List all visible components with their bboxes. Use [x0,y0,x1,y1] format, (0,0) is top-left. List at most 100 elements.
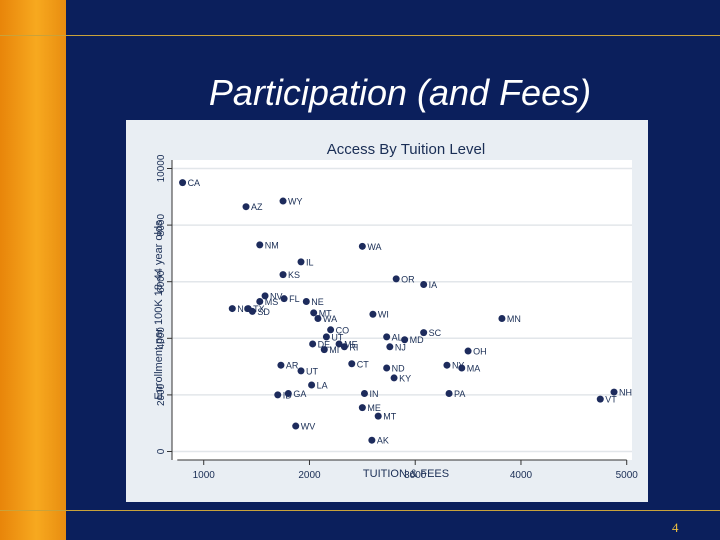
data-point-me [335,340,343,348]
data-point-me [358,404,366,412]
data-point-wv [292,422,300,430]
point-label: CA [188,178,201,188]
point-label: NC [237,304,250,314]
data-point-mi [320,346,328,354]
data-point-ga [284,389,292,397]
point-label: WV [301,422,316,432]
point-label: MS [265,297,279,307]
x-tick-label: 4000 [510,470,533,481]
data-point-md [401,336,409,344]
slide-title: Participation (and Fees) [208,72,592,113]
point-label: NM [265,240,279,250]
data-point-mn [498,314,506,322]
point-label: MA [467,364,481,374]
point-label: WA [367,242,381,252]
data-point-wi [369,310,377,318]
y-tick-label: 4000 [156,327,167,350]
point-label: NE [311,297,324,307]
point-label: NH [619,388,632,398]
data-point-ca [179,179,187,187]
accent-side-bar [0,0,66,540]
data-point-in [360,389,368,397]
y-tick-label: 8000 [156,214,167,237]
data-point-de [309,340,317,348]
point-label: SD [257,307,270,317]
point-label: WA [323,314,337,324]
data-point-wa [358,242,366,250]
data-point-oh [464,347,472,355]
scatter-chart: Access By Tuition Level TUITION & FEES E… [153,141,639,481]
point-label: MT [383,412,396,422]
data-point-ut [322,333,330,341]
data-point-mt [310,309,318,317]
point-label: VT [605,395,617,405]
data-point-nd [383,364,391,372]
data-point-vt [596,395,604,403]
point-label: WI [378,310,389,320]
point-label: MN [507,314,521,324]
data-point-ar [277,361,285,369]
point-label: UT [306,366,318,376]
data-point-al [383,333,391,341]
chart-panel: Access By Tuition Level TUITION & FEES E… [126,120,648,502]
point-label: UT [331,332,343,342]
point-label: IN [369,389,378,399]
point-label: FL [289,294,300,304]
point-label: AK [377,436,389,446]
point-label: IA [429,280,438,290]
data-point-or [392,275,400,283]
x-axis-label: TUITION & FEES [363,468,449,480]
y-tick-label: 2000 [156,383,167,406]
x-tick-label: 5000 [616,470,639,481]
data-point-ms [256,298,264,306]
point-label: MD [410,335,424,345]
point-label: MI [329,345,339,355]
point-label: OR [401,274,415,284]
point-label: OH [473,347,487,357]
point-label: CO [336,325,350,335]
data-point-wy [279,197,287,205]
point-label: AL [392,332,403,342]
point-label: IL [306,257,314,267]
point-label: NY [452,361,465,371]
point-label: KY [399,373,411,383]
data-point-id [274,391,282,399]
data-point-wa [314,314,322,322]
y-tick-label: 10000 [156,154,167,182]
point-label: GA [293,389,306,399]
y-tick-label: 0 [156,448,167,454]
point-label: ME [344,339,358,349]
point-label: AR [286,361,299,371]
data-point-il [297,258,305,266]
data-point-ri [340,343,348,351]
x-tick-label: 1000 [193,470,216,481]
data-point-nh [610,388,618,396]
point-label: LA [317,381,328,391]
data-point-ky [390,374,398,382]
data-point-mt [374,412,382,420]
data-point-co [327,326,335,334]
point-label: NJ [395,342,406,352]
data-point-ct [348,360,356,368]
x-tick-label: 2000 [298,470,321,481]
point-label: NV [270,291,283,301]
point-label: SC [429,328,442,338]
point-label: AZ [251,202,263,212]
data-point-sd [248,307,256,315]
data-point-sc [420,329,428,337]
data-point-az [242,203,250,211]
data-point-ks [279,271,287,279]
data-point-ne [302,298,310,306]
point-label: TX [253,304,265,314]
chart-title: Access By Tuition Level [327,141,485,158]
data-point-ny [443,361,451,369]
x-tick-label: 3000 [404,470,427,481]
data-point-ia [420,281,428,289]
y-tick-label: 6000 [156,270,167,293]
point-label: ME [367,403,381,413]
data-point-nm [256,241,264,249]
data-point-nv [261,292,269,300]
y-axis-label: Enrollment per 100K 18-44 year olds [153,220,165,400]
point-label: MT [319,308,332,318]
page-number: 4 [672,520,679,535]
